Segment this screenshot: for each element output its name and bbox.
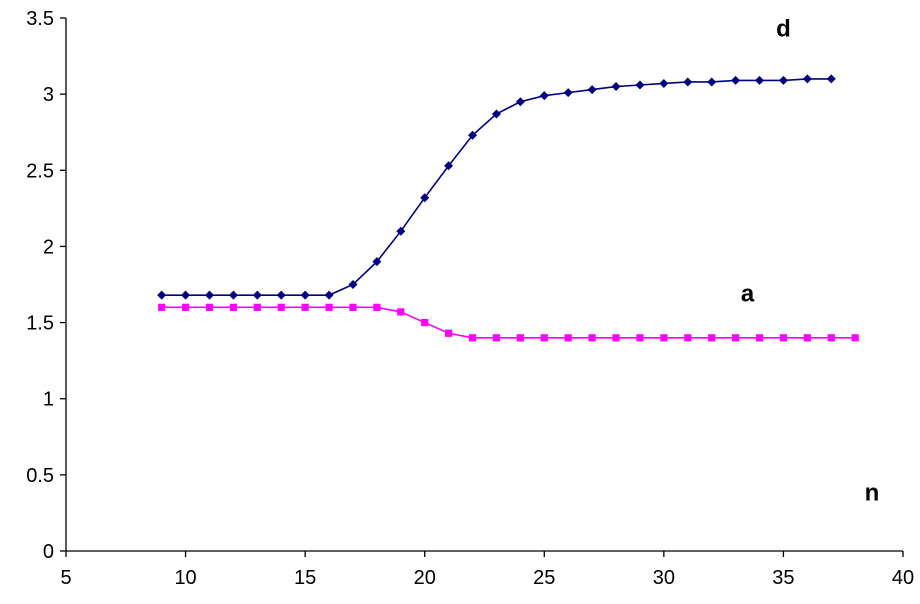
data-point-square bbox=[660, 334, 668, 342]
data-point-square bbox=[421, 318, 429, 327]
data-point-diamond bbox=[515, 97, 525, 107]
data-point-diamond bbox=[420, 193, 430, 203]
annotation-n: n bbox=[865, 480, 880, 507]
y-tick-label: 1.5 bbox=[26, 313, 54, 335]
data-point-square bbox=[277, 303, 285, 311]
y-tick-label: 2.5 bbox=[26, 160, 54, 182]
data-point-square bbox=[636, 334, 644, 342]
x-tick-label: 20 bbox=[414, 567, 436, 589]
data-point-diamond bbox=[372, 257, 382, 267]
data-point-diamond bbox=[683, 77, 693, 87]
data-point-diamond bbox=[659, 78, 669, 88]
data-point-square bbox=[827, 334, 835, 342]
data-point-diamond bbox=[826, 74, 836, 84]
annotation-d: d bbox=[776, 15, 791, 42]
data-point-square bbox=[851, 334, 859, 342]
x-tick-label: 30 bbox=[653, 567, 675, 589]
data-point-diamond bbox=[348, 280, 358, 289]
data-point-square bbox=[397, 308, 405, 316]
data-point-diamond bbox=[539, 91, 549, 101]
data-point-square bbox=[755, 334, 764, 342]
data-point-square bbox=[684, 334, 692, 342]
series-a-line bbox=[161, 306, 856, 339]
data-point-diamond bbox=[755, 75, 765, 85]
data-point-diamond bbox=[324, 290, 334, 300]
data-point-square bbox=[158, 303, 166, 311]
y-tick-label: 2 bbox=[43, 236, 54, 258]
data-point-diamond bbox=[587, 85, 597, 95]
series-a bbox=[158, 303, 859, 342]
x-tick-label: 5 bbox=[60, 567, 71, 589]
x-tick-label: 35 bbox=[772, 567, 794, 589]
data-point-diamond bbox=[252, 290, 262, 300]
x-ticks: 5 10 15 20 25 30 35 40 bbox=[60, 551, 914, 589]
data-point-diamond bbox=[563, 88, 573, 98]
x-tick-label: 10 bbox=[174, 567, 196, 589]
data-point-square bbox=[779, 334, 788, 342]
data-point-diamond bbox=[707, 77, 717, 87]
data-point-diamond bbox=[635, 80, 645, 90]
y-tick-label: 0.5 bbox=[26, 465, 54, 487]
x-tick-label: 25 bbox=[533, 567, 555, 589]
data-point-diamond bbox=[228, 290, 238, 300]
data-point-square bbox=[492, 334, 501, 342]
data-point-square bbox=[732, 334, 740, 342]
data-point-diamond bbox=[204, 290, 214, 300]
data-point-diamond bbox=[731, 75, 741, 85]
data-point-diamond bbox=[802, 74, 812, 84]
data-point-diamond bbox=[157, 290, 167, 300]
x-tick-label: 40 bbox=[892, 567, 914, 589]
data-point-diamond bbox=[181, 290, 191, 300]
y-tick-label: 3 bbox=[43, 84, 54, 106]
x-tick-label: 15 bbox=[294, 567, 316, 589]
data-point-square bbox=[588, 334, 596, 342]
series-layer bbox=[157, 74, 859, 342]
annotation-layer: d a n bbox=[741, 15, 879, 506]
data-point-square bbox=[803, 334, 811, 342]
data-point-square bbox=[301, 303, 309, 311]
data-point-diamond bbox=[300, 290, 310, 300]
data-point-diamond bbox=[468, 130, 478, 140]
data-point-diamond bbox=[396, 226, 406, 236]
data-point-square bbox=[708, 334, 716, 342]
series-d bbox=[157, 74, 836, 300]
data-point-diamond bbox=[276, 290, 286, 300]
y-ticks: 0 0.5 1 1.5 2 2.5 3 3.5 bbox=[26, 8, 66, 563]
y-tick-label: 3.5 bbox=[26, 8, 54, 30]
data-point-diamond bbox=[611, 82, 621, 92]
data-point-square bbox=[325, 303, 333, 311]
data-point-square bbox=[253, 303, 261, 311]
data-point-square bbox=[516, 334, 524, 342]
data-point-diamond bbox=[778, 75, 788, 85]
axes bbox=[65, 18, 903, 552]
y-tick-label: 0 bbox=[43, 541, 54, 563]
data-point-square bbox=[564, 334, 572, 342]
data-point-square bbox=[540, 334, 548, 342]
annotation-a: a bbox=[741, 280, 755, 307]
data-point-square bbox=[205, 303, 214, 311]
data-point-diamond bbox=[444, 161, 454, 171]
data-point-diamond bbox=[491, 109, 501, 119]
data-point-square bbox=[349, 303, 357, 311]
data-point-square bbox=[229, 303, 237, 311]
data-point-square bbox=[181, 303, 190, 311]
data-point-square bbox=[373, 303, 381, 311]
data-point-square bbox=[468, 334, 477, 342]
y-tick-label: 1 bbox=[43, 389, 54, 411]
data-point-square bbox=[445, 329, 453, 337]
data-point-square bbox=[612, 334, 620, 342]
